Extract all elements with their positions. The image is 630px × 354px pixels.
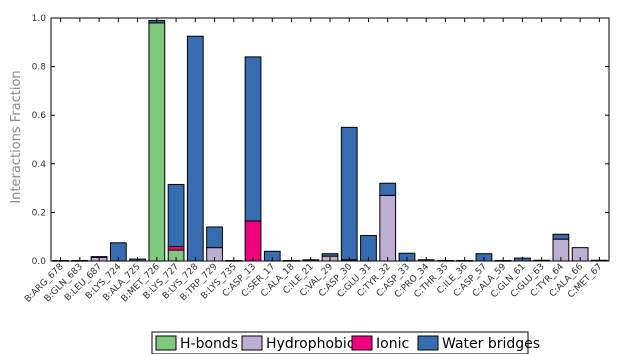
y-tick-label: 0.6 xyxy=(32,111,47,121)
bar-segment xyxy=(340,126,358,261)
legend-swatch xyxy=(241,335,263,351)
legend-label: Hydrophobic xyxy=(266,336,355,352)
legend-swatch xyxy=(417,335,439,351)
bar-segment xyxy=(379,194,397,262)
y-tick-label: 0.0 xyxy=(32,257,47,267)
legend-label: Water bridges xyxy=(442,336,540,352)
bar-segment xyxy=(186,35,204,262)
y-tick-label: 0.2 xyxy=(32,208,46,218)
legend-label: H-bonds xyxy=(180,336,238,352)
bar-segment xyxy=(379,182,397,196)
legend-label: Ionic xyxy=(376,336,409,352)
bar-segment xyxy=(167,183,185,247)
bar-segment xyxy=(148,22,166,262)
y-tick-label: 1.0 xyxy=(32,14,47,24)
plot-frame xyxy=(50,17,610,262)
y-tick-label: 0.4 xyxy=(32,160,47,170)
bar-segment xyxy=(244,220,262,262)
bar-segment xyxy=(167,245,185,251)
y-tick-label: 0.8 xyxy=(32,63,47,73)
bar-segment xyxy=(321,253,339,257)
bar-segment xyxy=(552,233,570,240)
bar-segment xyxy=(206,226,223,249)
legend-swatch xyxy=(155,335,177,351)
bar-segment xyxy=(244,56,262,222)
legend-swatch xyxy=(351,335,373,351)
y-axis-title: Interactions Fraction xyxy=(9,70,24,203)
